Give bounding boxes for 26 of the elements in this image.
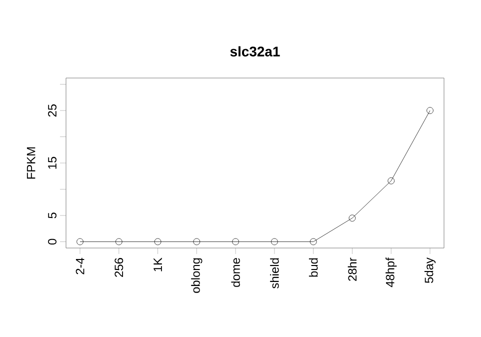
point	[348, 214, 356, 222]
x-tick-label: 256	[114, 258, 124, 277]
point	[193, 238, 200, 246]
x-tick-label: oblong	[191, 258, 202, 293]
point	[76, 238, 84, 246]
point	[154, 238, 162, 246]
x-tick-label: dome	[231, 258, 240, 287]
point	[388, 177, 395, 184]
y-tick-label: 25	[48, 104, 56, 117]
x-tick-label: 48hpf	[386, 258, 397, 288]
x-tick-label: shield	[270, 258, 279, 288]
x-tick-label: 5day	[424, 258, 436, 283]
point	[115, 238, 122, 246]
y-tick-label: 5	[48, 212, 56, 218]
y-axis-title: FPKM	[26, 147, 36, 179]
point	[271, 238, 278, 246]
y-tick-label: 15	[48, 156, 56, 169]
x-tick-label: 2-4	[76, 258, 84, 274]
x-tick-label: 1K	[154, 258, 162, 272]
x-tick-label: 28hr	[348, 258, 357, 281]
point	[232, 238, 239, 246]
chart-title: slc32a1	[230, 46, 280, 56]
point	[426, 107, 434, 114]
y-tick-label: 0	[48, 238, 56, 245]
x-tick-label: bud	[308, 258, 318, 277]
point	[310, 238, 317, 246]
